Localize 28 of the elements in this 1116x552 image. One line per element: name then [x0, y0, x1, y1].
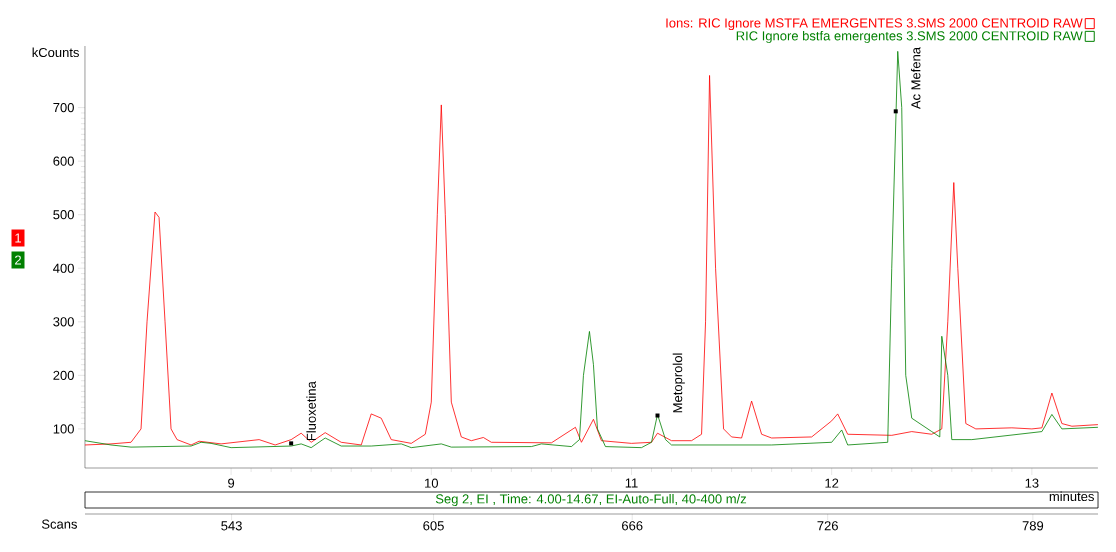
annotation: Ac Mefena	[910, 47, 921, 110]
x2-axis-title: Scans	[41, 519, 78, 529]
x2-tick-label: 543	[221, 521, 242, 531]
legend-label: RIC Ignore bstfa emergentes 3.SMS 2000 CENTROID RAW	[736, 30, 1083, 44]
x2-tick-label: 605	[423, 521, 444, 531]
annotation: Metoprolol	[672, 353, 685, 413]
x2-tick-label: 789	[1022, 521, 1044, 531]
legend-label: Ions: RIC Ignore MSTFA EMERGENTES 3.SMS 2000 CENTROID RAW	[666, 18, 1083, 31]
x2-tick-label: 666	[622, 521, 643, 531]
text: Seg 2, EI , Time: 4.00-14.67, EI-Auto-Full, 40-400 m/z	[435, 493, 747, 507]
x2-tick-label: 726	[817, 521, 838, 531]
x-tick-label: 9	[228, 478, 235, 488]
y-tick-label: 500	[53, 210, 74, 220]
text: 2	[15, 255, 21, 265]
y-axis-title: kCounts	[32, 47, 79, 58]
x-tick-label: 13	[1025, 478, 1039, 488]
x-tick-label: 12	[825, 478, 839, 488]
text: 1	[15, 233, 21, 243]
y-tick-label: 300	[53, 317, 74, 327]
x-tick-label: 11	[625, 478, 638, 488]
x-axis-title: minutes	[1049, 491, 1094, 502]
annotation: Fluoxetina	[306, 381, 316, 441]
x-tick-label: 10	[425, 478, 439, 488]
y-tick-label: 700	[53, 102, 74, 113]
y-tick-label: 200	[53, 370, 74, 380]
y-tick-label: 100	[53, 424, 74, 434]
y-tick-label: 600	[53, 156, 74, 166]
y-tick-label: 400	[53, 263, 74, 273]
